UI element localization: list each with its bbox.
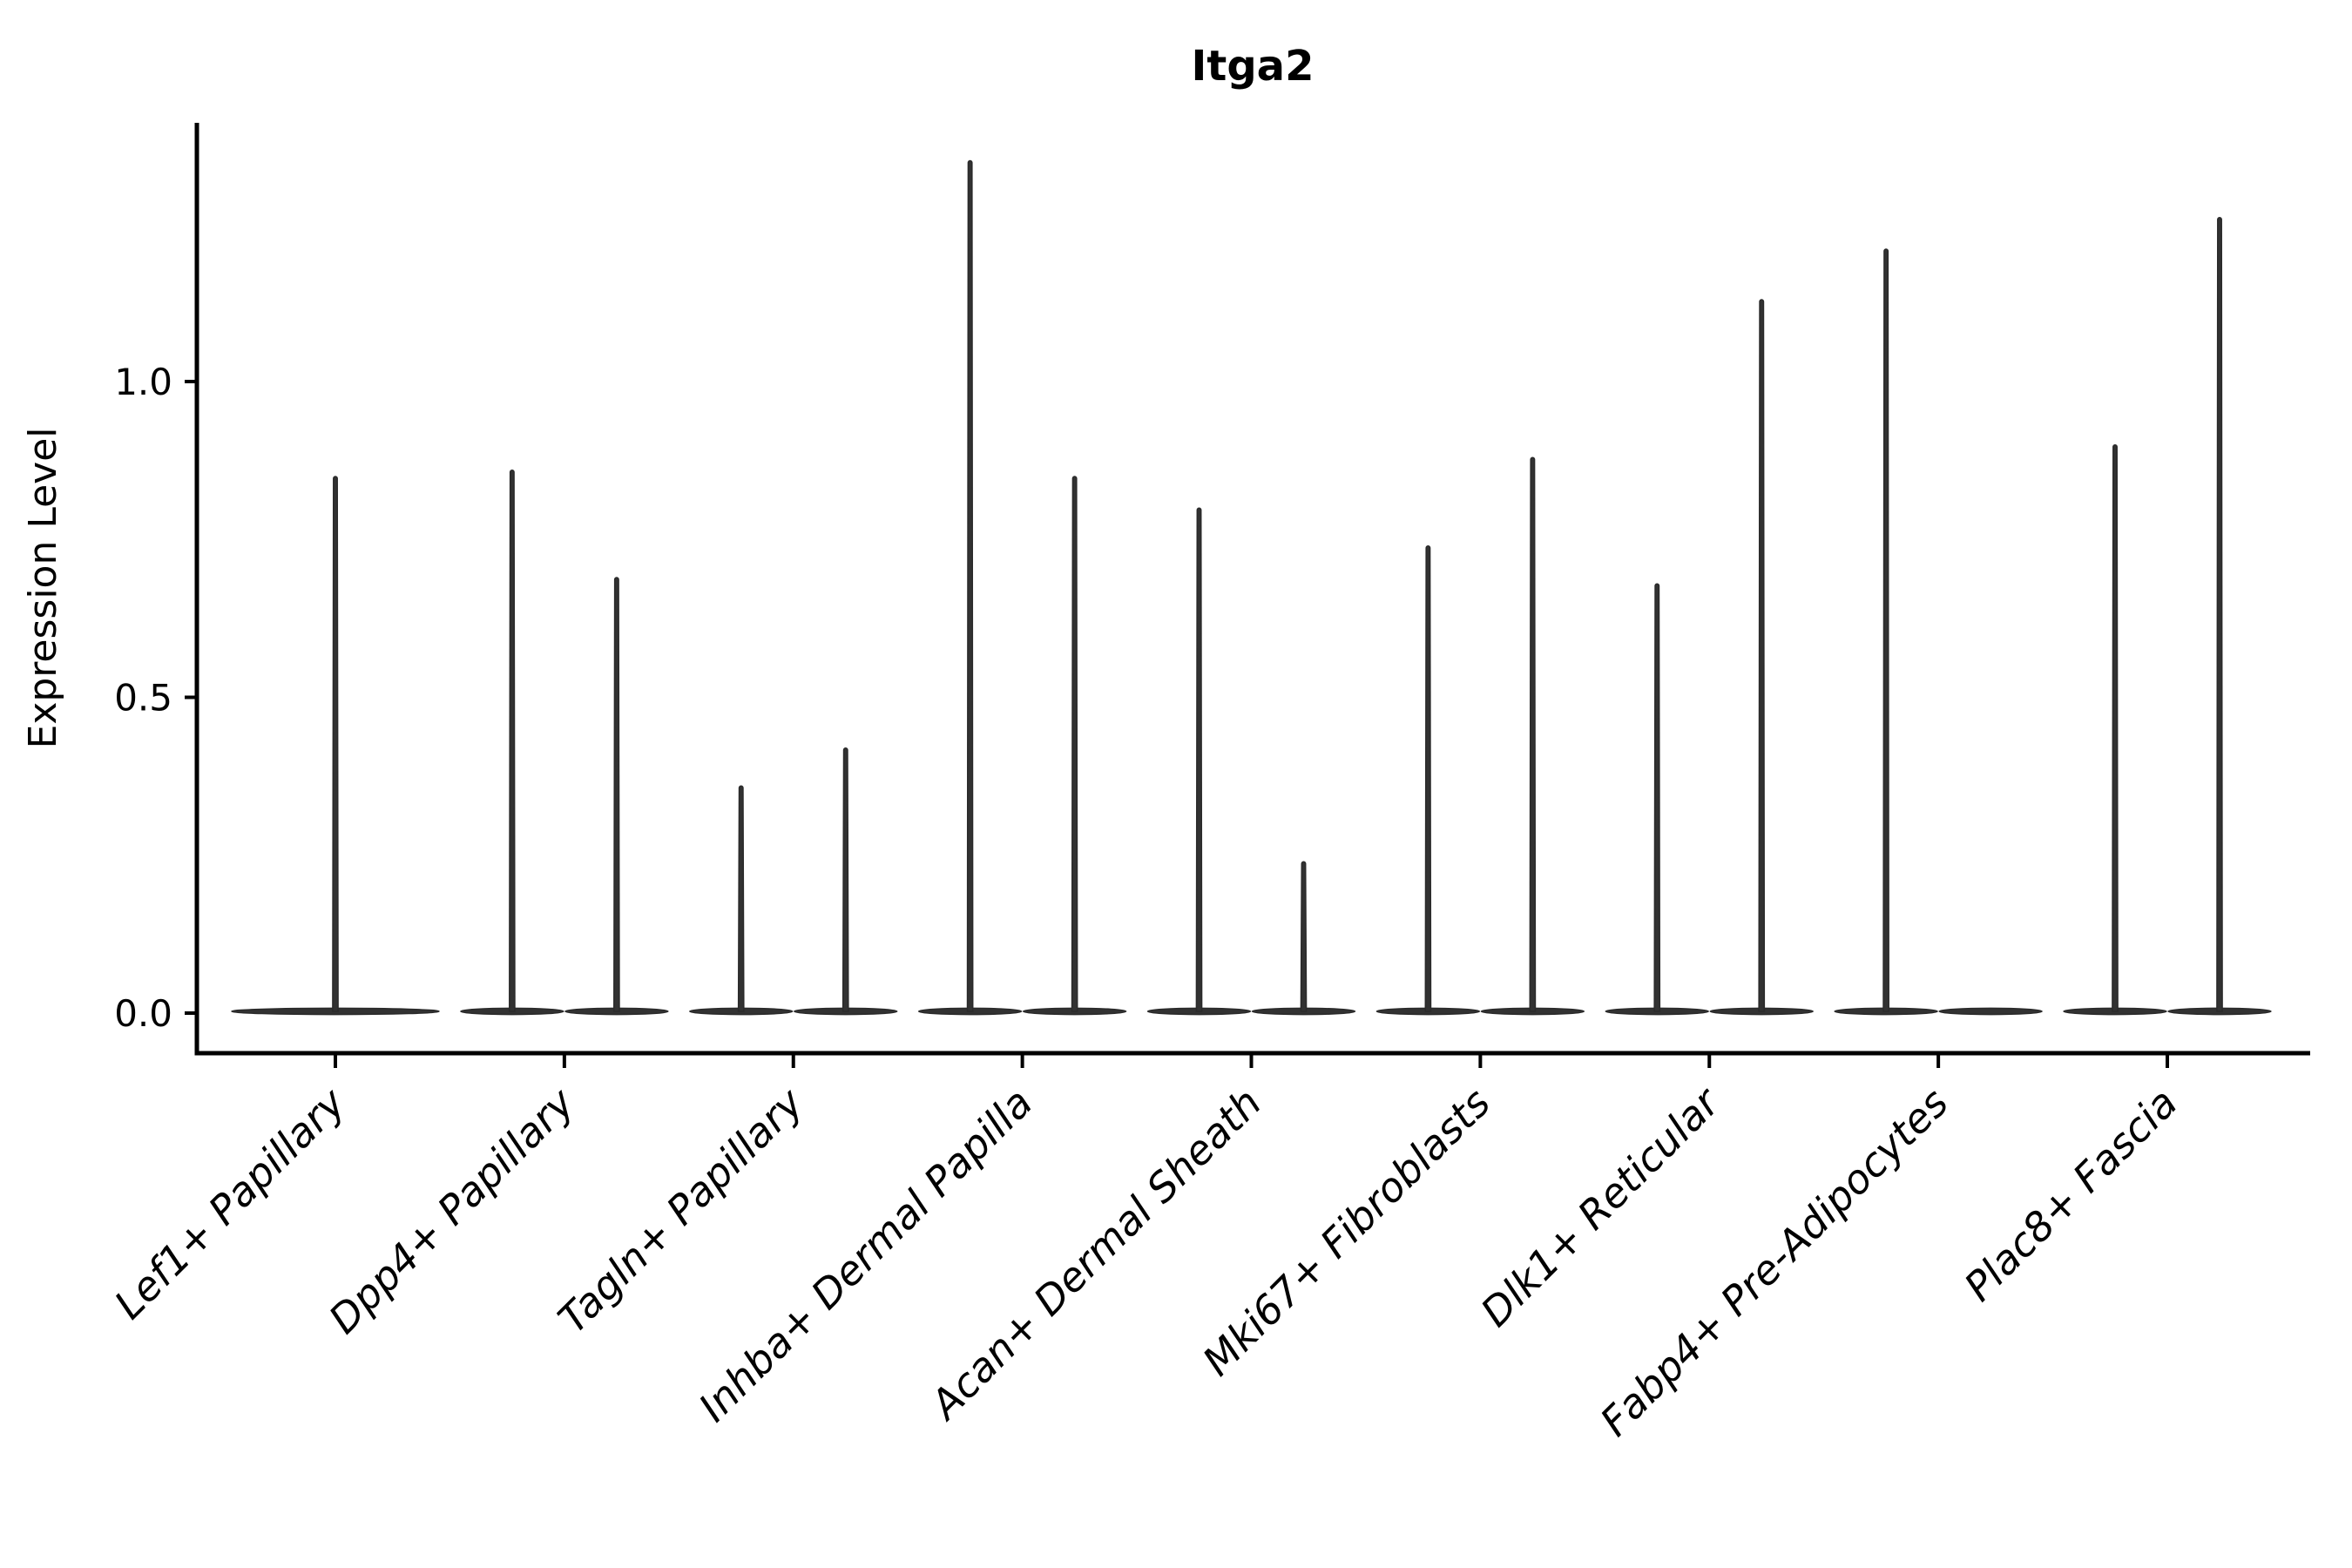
violin [1834, 248, 1938, 1016]
violin [1938, 1007, 2043, 1016]
violin-base [1938, 1007, 2043, 1016]
y-tick-label: 0.5 [114, 677, 172, 720]
violin-spike [1882, 248, 1889, 1012]
violin-spike [332, 476, 339, 1012]
violin-spike [966, 159, 974, 1012]
violin [689, 785, 794, 1016]
violin [2063, 443, 2167, 1016]
chart-title: Itga2 [1192, 42, 1315, 91]
violin-spike [509, 469, 516, 1012]
violin [2167, 216, 2272, 1016]
y-axis-ticks: 0.0 0.5 1.0 [114, 361, 197, 1035]
x-tick-label: Dlk1+ Reticular [1471, 1077, 1730, 1335]
x-tick-label: Tagln+ Papillary [549, 1078, 813, 1342]
violin-spike [1758, 299, 1766, 1012]
violin [231, 476, 440, 1016]
violin-spike [1071, 476, 1078, 1012]
x-tick-label: Dpp4+ Papillary [320, 1078, 584, 1342]
violin-spike [737, 785, 745, 1012]
violin-spike [1300, 861, 1308, 1012]
violin-spike [1529, 456, 1537, 1012]
violins [231, 159, 2272, 1016]
violin-spike [2216, 216, 2223, 1012]
violin [1022, 476, 1127, 1016]
violin-spike [1195, 507, 1203, 1012]
y-tick-label: 1.0 [114, 361, 172, 403]
violin-spike [1424, 545, 1432, 1012]
violin-spike [2112, 443, 2119, 1012]
violin-spike [613, 577, 620, 1012]
violin [1605, 583, 1709, 1016]
y-tick-label: 0.0 [114, 992, 172, 1035]
violin [1709, 299, 1814, 1016]
y-axis-label: Expression Level [21, 428, 65, 749]
violin-spike [841, 747, 849, 1012]
violin [1146, 507, 1252, 1016]
violin [1251, 861, 1356, 1016]
violin [460, 469, 564, 1016]
violin [1480, 456, 1585, 1016]
violin [794, 747, 898, 1016]
violin-spike [1653, 583, 1661, 1012]
violin [564, 577, 669, 1016]
x-tick-label: Lef1+ Papillary [105, 1078, 355, 1328]
x-tick-label: Plac8+ Fascia [1955, 1079, 2186, 1310]
violin [917, 159, 1023, 1016]
violin [1375, 545, 1481, 1016]
